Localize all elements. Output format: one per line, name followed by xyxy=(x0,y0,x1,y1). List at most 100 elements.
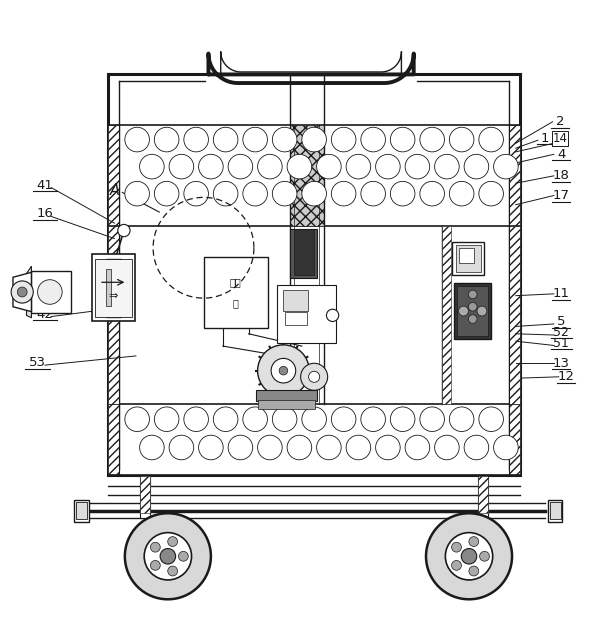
Bar xyxy=(478,476,488,513)
Circle shape xyxy=(155,407,179,431)
Circle shape xyxy=(331,127,356,152)
Circle shape xyxy=(445,532,493,580)
Bar xyxy=(509,404,520,475)
Bar xyxy=(140,476,150,518)
Text: 52: 52 xyxy=(553,326,569,339)
Circle shape xyxy=(361,127,386,152)
Circle shape xyxy=(331,407,356,431)
Circle shape xyxy=(125,513,211,599)
Circle shape xyxy=(228,154,253,179)
Text: 41: 41 xyxy=(36,179,54,192)
Circle shape xyxy=(405,154,430,179)
Bar xyxy=(256,390,317,401)
Circle shape xyxy=(361,407,386,431)
Bar xyxy=(549,502,561,520)
Circle shape xyxy=(317,435,341,460)
Circle shape xyxy=(420,181,444,206)
Circle shape xyxy=(479,407,503,431)
Circle shape xyxy=(168,537,177,547)
Bar xyxy=(442,226,451,404)
Text: 13: 13 xyxy=(553,357,570,370)
Circle shape xyxy=(150,542,160,552)
Circle shape xyxy=(198,435,223,460)
Circle shape xyxy=(391,127,415,152)
Circle shape xyxy=(326,309,339,322)
Circle shape xyxy=(155,127,179,152)
Circle shape xyxy=(464,435,488,460)
Circle shape xyxy=(493,154,518,179)
Circle shape xyxy=(480,551,490,561)
Bar xyxy=(277,285,336,343)
Circle shape xyxy=(140,435,164,460)
Circle shape xyxy=(272,127,297,152)
Circle shape xyxy=(391,181,415,206)
Text: 11: 11 xyxy=(553,287,570,300)
Circle shape xyxy=(391,407,415,431)
Bar xyxy=(75,500,89,522)
Circle shape xyxy=(257,154,282,179)
Circle shape xyxy=(405,435,430,460)
Bar xyxy=(290,125,324,226)
Circle shape xyxy=(279,367,288,375)
Bar xyxy=(457,287,488,336)
Circle shape xyxy=(243,181,267,206)
Circle shape xyxy=(125,407,150,431)
Circle shape xyxy=(257,345,309,397)
Text: 14: 14 xyxy=(553,132,567,145)
Bar xyxy=(31,271,71,313)
Bar xyxy=(454,284,491,339)
Text: 变压: 变压 xyxy=(230,276,241,287)
Circle shape xyxy=(125,181,150,206)
Circle shape xyxy=(169,435,193,460)
Circle shape xyxy=(213,127,238,152)
Polygon shape xyxy=(26,266,31,318)
Circle shape xyxy=(468,314,477,323)
Circle shape xyxy=(169,154,193,179)
Bar xyxy=(458,248,474,263)
Text: 2: 2 xyxy=(556,115,564,128)
Circle shape xyxy=(150,561,160,570)
Bar xyxy=(108,125,120,226)
Circle shape xyxy=(140,154,164,179)
Circle shape xyxy=(420,407,444,431)
Text: 12: 12 xyxy=(557,370,575,383)
Circle shape xyxy=(458,306,468,316)
Text: 51: 51 xyxy=(553,336,569,350)
Circle shape xyxy=(287,154,312,179)
Circle shape xyxy=(271,358,296,383)
Circle shape xyxy=(479,181,503,206)
Circle shape xyxy=(17,287,27,297)
Circle shape xyxy=(38,280,62,304)
Bar xyxy=(283,289,308,311)
Circle shape xyxy=(464,154,488,179)
Bar xyxy=(452,242,484,275)
Circle shape xyxy=(449,127,474,152)
Circle shape xyxy=(11,281,33,303)
Circle shape xyxy=(435,435,459,460)
Circle shape xyxy=(118,224,130,237)
Circle shape xyxy=(309,371,320,383)
Circle shape xyxy=(477,306,487,316)
Circle shape xyxy=(155,181,179,206)
Circle shape xyxy=(468,290,477,299)
Circle shape xyxy=(469,566,479,576)
Circle shape xyxy=(302,127,326,152)
Circle shape xyxy=(468,302,477,311)
Circle shape xyxy=(461,548,477,564)
Bar xyxy=(92,254,135,322)
Circle shape xyxy=(426,513,512,599)
Circle shape xyxy=(346,435,371,460)
Circle shape xyxy=(420,127,444,152)
Circle shape xyxy=(168,566,177,576)
Bar xyxy=(108,404,120,475)
Bar xyxy=(140,476,150,513)
Circle shape xyxy=(317,154,341,179)
Circle shape xyxy=(243,407,267,431)
Circle shape xyxy=(376,435,400,460)
Text: 18: 18 xyxy=(553,169,570,183)
Bar xyxy=(290,230,317,278)
Circle shape xyxy=(184,127,208,152)
Text: 16: 16 xyxy=(36,208,54,221)
Bar xyxy=(456,245,480,272)
Circle shape xyxy=(376,154,400,179)
